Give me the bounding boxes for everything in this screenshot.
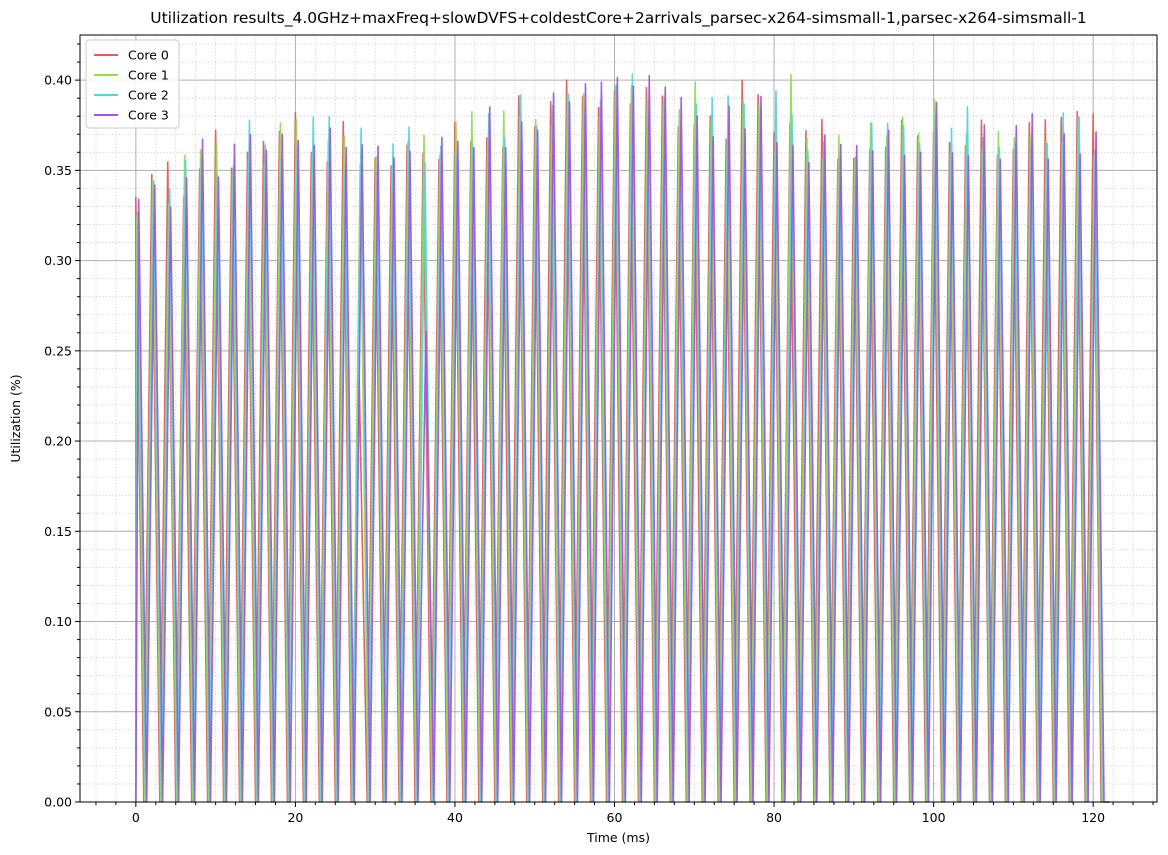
y-axis-label: Utilization (%) [8, 374, 23, 462]
legend-label: Core 2 [128, 88, 169, 103]
series-line-core-3 [135, 74, 1110, 803]
y-axis-ticks: 0.00 0.05 0.10 0.15 0.20 0.25 0.30 0.35 0.40 [44, 43, 80, 810]
x-tick-label: 120 [1081, 810, 1105, 825]
x-tick-label: 80 [766, 810, 782, 825]
y-tick-label: 0.10 [44, 614, 72, 629]
x-axis-ticks: 0 20 40 60 80 100 120 [95, 802, 1154, 825]
x-axis-label: Time (ms) [586, 830, 650, 845]
x-tick-label: 40 [447, 810, 463, 825]
x-tick-label: 20 [287, 810, 303, 825]
series-line-core-1 [135, 73, 1110, 803]
legend: Core 0 Core 1 Core 2 Core 3 [85, 39, 180, 129]
y-tick-label: 0.05 [44, 704, 72, 719]
legend-label: Core 3 [128, 108, 169, 123]
y-tick-label: 0.15 [44, 524, 72, 539]
chart-title: Utilization results_4.0GHz+maxFreq+slowD… [150, 9, 1087, 28]
plot-frame [79, 34, 1158, 803]
series-line-core-0 [135, 79, 1110, 803]
x-tick-label: 100 [922, 810, 946, 825]
y-tick-label: 0.20 [44, 434, 72, 449]
y-tick-label: 0.40 [44, 73, 72, 88]
plot-lines [135, 73, 1110, 803]
x-tick-label: 0 [132, 810, 140, 825]
legend-label: Core 0 [128, 48, 169, 63]
y-tick-label: 0.25 [44, 343, 72, 358]
y-tick-label: 0.00 [44, 795, 72, 810]
legend-label: Core 1 [128, 68, 169, 83]
series-line-core-2 [135, 73, 1110, 803]
x-tick-label: 60 [607, 810, 623, 825]
legend-box [85, 39, 180, 129]
y-tick-label: 0.35 [44, 163, 72, 178]
y-tick-label: 0.30 [44, 253, 72, 268]
